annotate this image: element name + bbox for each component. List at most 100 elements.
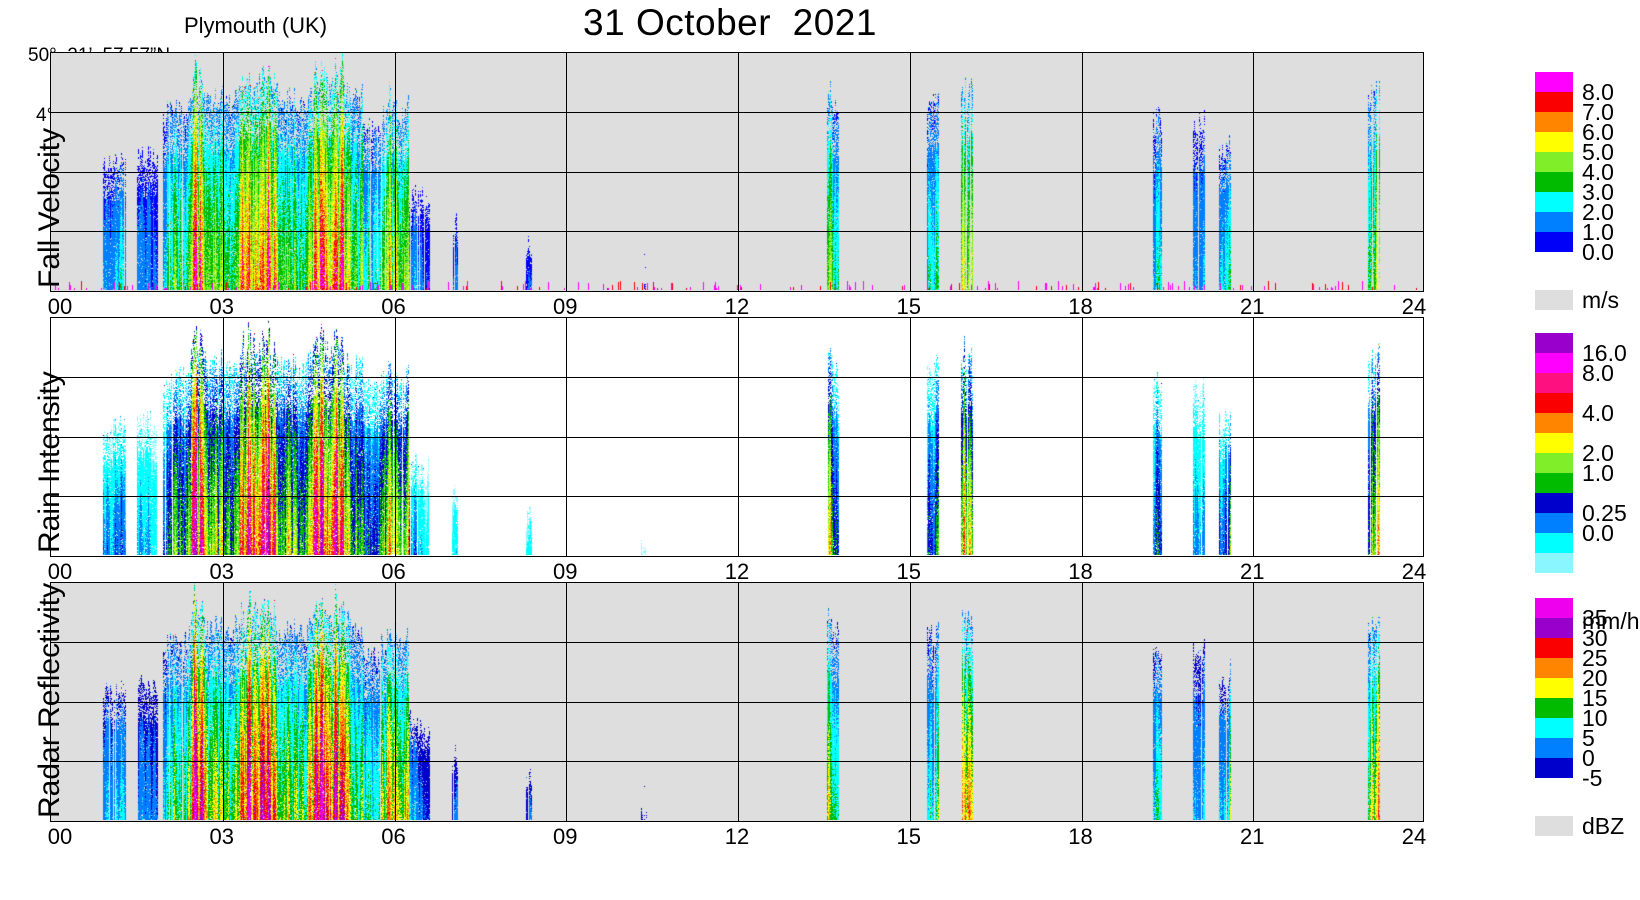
y-axis-label-rain-intensity: Rain Intensity [33,371,66,553]
vertical-gridline [223,583,224,821]
colorbar-tick-label: 7.0 [1582,99,1614,125]
x-axis-tick-label: 09 [553,559,578,584]
horizontal-gridline [51,437,1423,438]
x-axis-tick-label: 03 [209,294,234,319]
x-axis-tick-label: 21 [1240,824,1265,849]
colorbar-tick-label: 0.25 [1582,500,1627,526]
x-axis-tick-label: 00 [47,824,73,849]
colorbar-tick-label: 15 [1582,685,1608,711]
colorbar-band [1535,533,1573,553]
colorbar-tick-label: 30 [1582,625,1608,651]
x-axis-tick-label: 24 [1401,559,1427,584]
colorbar-band [1535,718,1573,738]
plot-area-rain-intensity[interactable] [50,317,1424,557]
colorbar-band [1535,553,1573,573]
x-axis-tick-label: 06 [381,824,406,849]
x-axis-tick-label: 18 [1068,294,1093,319]
colorbar-band [1535,353,1573,373]
colorbar-tick-label: 4.0 [1582,400,1614,426]
colorbar-tick-label: 5 [1582,725,1595,751]
vertical-gridline [738,318,739,556]
x-axis-tick-label: 03 [209,824,234,849]
vertical-gridline [1253,583,1254,821]
x-axis-tick-label: 00 [47,294,73,319]
colorbar-swatches [1535,72,1573,252]
vertical-gridline [1082,583,1083,821]
vertical-gridline [395,53,396,291]
colorbar-band [1535,618,1573,638]
x-axis-tick-label: 15 [896,824,921,849]
vertical-gridline [395,318,396,556]
x-axis-tick-label: 09 [553,824,578,849]
horizontal-gridline [51,496,1423,497]
horizontal-gridline [51,377,1423,378]
colorbar-tick-label: 8.0 [1582,79,1614,105]
x-axis-tick-label: 06 [381,559,406,584]
vertical-gridline [1253,318,1254,556]
panel-radar-reflectivity [50,582,1424,822]
colorbar-band [1535,192,1573,212]
x-axis-tick-label: 21 [1240,559,1265,584]
colorbar-band [1535,232,1573,252]
page-title: 31 October 2021 [583,2,877,43]
colorbar-band [1535,678,1573,698]
colorbar-no-data-swatch [1535,816,1573,836]
x-axis-tick-label: 15 [896,559,921,584]
vertical-gridline [738,53,739,291]
vertical-gridline [1082,53,1083,291]
panel-fall-velocity [50,52,1424,292]
colorbar-band [1535,638,1573,658]
x-axis-tick-label: 12 [724,824,750,849]
colorbar-tick-label: 3.0 [1582,179,1614,205]
colorbar-tick-label: 20 [1582,665,1608,691]
y-axis-label-fall-velocity: Fall Velocity [33,127,66,288]
y-axis-label-radar-reflectivity: Radar Reflectivity [33,582,66,818]
x-axis-tick-label: 03 [209,559,234,584]
x-axis-tick-label: 09 [553,294,578,319]
colorbar-unit-label: mm/h [1582,608,1640,634]
colorbar-band [1535,152,1573,172]
colorbar-band [1535,92,1573,112]
vertical-gridline [223,53,224,291]
colorbar-swatches [1535,598,1573,778]
colorbar-tick-label: 6.0 [1582,119,1614,145]
x-axis-tick-label: 06 [381,294,406,319]
vertical-gridline [910,583,911,821]
colorbar-no-data-swatch [1535,290,1573,310]
colorbar-swatches [1535,333,1573,573]
station-name: Plymouth (UK) [184,13,328,38]
plot-area-fall-velocity[interactable] [50,52,1424,292]
precipitation-data-layer [51,583,1422,820]
colorbar-tick-label: 16.0 [1582,340,1627,366]
vertical-gridline [566,583,567,821]
colorbar-band [1535,493,1573,513]
colorbar-band [1535,758,1573,778]
horizontal-gridline [51,172,1423,173]
colorbar-tick-label: 5.0 [1582,139,1614,165]
colorbar-tick-label: 35 [1582,605,1608,631]
colorbar-band [1535,433,1573,453]
x-axis-tick-label: 18 [1068,824,1093,849]
colorbar-tick-label: 0 [1582,745,1595,771]
colorbar-tick-label: 10 [1582,705,1608,731]
x-axis-tick-label: 12 [724,294,750,319]
horizontal-gridline [51,702,1423,703]
precipitation-data-layer [51,53,1422,290]
precipitation-data-layer [51,318,1422,555]
colorbar-tick-label: 2.0 [1582,199,1614,225]
colorbar-tick-label: 4.0 [1582,159,1614,185]
vertical-gridline [223,318,224,556]
colorbar-band [1535,112,1573,132]
horizontal-gridline [51,112,1423,113]
colorbar-band [1535,738,1573,758]
colorbar-band [1535,598,1573,618]
colorbar-band [1535,513,1573,533]
colorbar-band [1535,172,1573,192]
colorbar-band [1535,212,1573,232]
vertical-gridline [566,53,567,291]
x-axis-rain-intensity: 00 03 06 09 12 15 18 21 24 [47,559,1427,586]
x-axis-tick-label: 00 [47,559,73,584]
vertical-gridline [1253,53,1254,291]
vertical-gridline [738,583,739,821]
plot-area-radar-reflectivity[interactable] [50,582,1424,822]
